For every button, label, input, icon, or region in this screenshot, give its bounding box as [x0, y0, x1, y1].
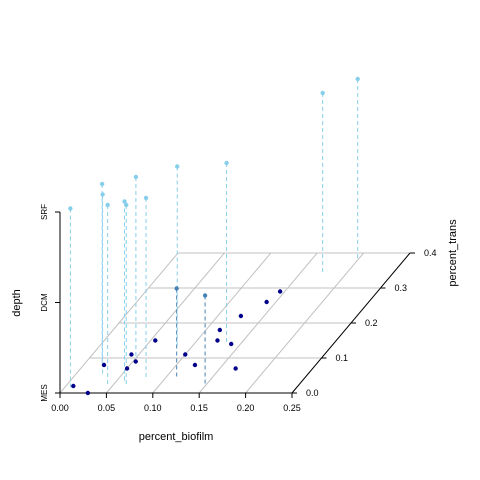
- y-tick-label: 0.4: [424, 248, 437, 258]
- floor-grid: [59, 252, 411, 394]
- data-point-mes: [215, 338, 220, 343]
- data-point-srf: [124, 202, 129, 208]
- x-tick-label: 0.00: [51, 403, 69, 413]
- data-point-mes: [101, 362, 107, 368]
- data-point-mes: [85, 390, 91, 396]
- y-tick-label: 0.1: [336, 353, 349, 363]
- x-tick-label: 0.05: [98, 403, 116, 413]
- x-axis-title: percent_biofilm: [139, 431, 214, 443]
- data-point-mes: [217, 327, 223, 333]
- data-point-mes: [129, 352, 134, 357]
- y-tick-label: 0.2: [365, 318, 378, 328]
- data-point-mes: [192, 362, 198, 368]
- data-point-srf: [224, 160, 229, 166]
- data-point-srf: [105, 202, 110, 208]
- x-tick-label: 0.15: [190, 403, 208, 413]
- data-point-srf: [355, 76, 360, 82]
- data-point-mes: [183, 352, 188, 357]
- y-tick-label: 0.3: [395, 283, 408, 293]
- data-point-mes: [264, 299, 269, 305]
- data-point-srf: [133, 174, 139, 180]
- y-tick-label: 0.0: [306, 388, 319, 398]
- data-point-mes: [133, 359, 138, 364]
- data-point-mes: [277, 289, 283, 294]
- data-point-mes: [238, 313, 244, 319]
- z-category-label: SRF: [40, 204, 49, 220]
- x-tick-label: 0.20: [237, 403, 255, 413]
- drop-lines: [69, 79, 359, 390]
- y-axis-title: percent_trans: [447, 219, 459, 287]
- axes: [55, 211, 415, 398]
- data-point-srf: [100, 192, 105, 197]
- data-point-srf: [175, 164, 180, 169]
- data-point-srf: [68, 206, 73, 211]
- x-tick-label: 0.10: [144, 403, 162, 413]
- data-point-mes: [71, 383, 76, 389]
- data-point-mes: [153, 338, 158, 343]
- data-point-mes: [124, 366, 130, 371]
- z-category-label: MES: [40, 384, 49, 401]
- z-axis-title: depth: [11, 289, 23, 317]
- data-point-mes: [233, 366, 238, 371]
- data-point-dcm: [202, 293, 208, 298]
- data-point-dcm: [174, 286, 179, 291]
- data-point-srf: [320, 90, 325, 96]
- x-tick-label: 0.25: [283, 403, 301, 413]
- data-point-mes: [229, 341, 234, 347]
- data-point-srf: [122, 199, 127, 204]
- data-points: [68, 76, 360, 396]
- data-point-srf: [143, 195, 149, 201]
- axis-labels: 0.00 0.05 0.10 0.15 0.20 0.25 0.0 0.1 0.2 0.3 0.4 M…: [40, 204, 437, 413]
- z-category-label: DCM: [40, 293, 49, 312]
- data-point-srf: [99, 181, 105, 187]
